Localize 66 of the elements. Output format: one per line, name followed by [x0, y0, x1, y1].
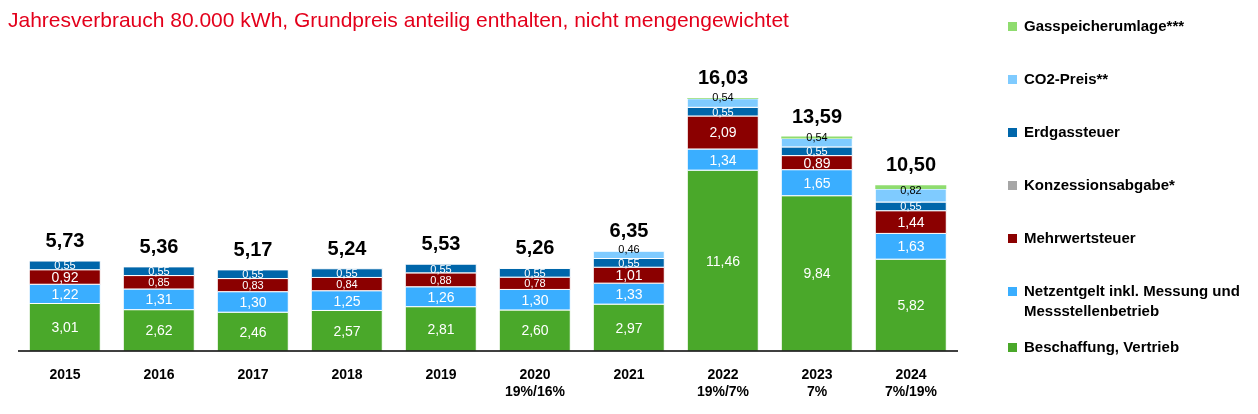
legend-label: Beschaffung, Vertrieb: [1024, 337, 1180, 357]
data-label: 0,54: [712, 91, 734, 104]
data-label: 1,34: [709, 151, 737, 168]
data-label: 0,55: [148, 265, 170, 278]
data-label: 0,55: [242, 268, 264, 281]
data-label: 0,46: [618, 242, 640, 255]
total-label: 5,73: [44, 229, 86, 253]
legend-label: Mehrwertsteuer: [1024, 228, 1136, 248]
data-label: 1,63: [897, 238, 925, 255]
legend-label: CO2-Preis**: [1024, 69, 1109, 89]
data-label: 0,83: [242, 279, 264, 292]
data-label: 2,60: [521, 322, 549, 339]
total-label: 16,03: [696, 66, 750, 89]
data-label: 2,46: [239, 323, 267, 340]
data-label: 1,01: [615, 267, 643, 284]
data-label: 0,55: [900, 200, 922, 213]
data-label: 0,55: [336, 267, 358, 280]
total-label: 10,50: [884, 153, 938, 177]
x-tick-label: 2017: [237, 366, 269, 382]
data-label: 0,55: [524, 266, 546, 279]
legend-label: Erdgassteuer: [1024, 122, 1120, 142]
data-label: 2,97: [615, 319, 643, 336]
data-label: 1,30: [521, 291, 549, 308]
total-label: 6,35: [608, 219, 650, 243]
total-label: 5,17: [232, 237, 274, 261]
data-label: 2,81: [427, 320, 455, 337]
data-label: 2,62: [145, 322, 173, 339]
x-tick-label: 2018: [331, 366, 363, 382]
data-label: 0,78: [524, 277, 546, 290]
total-label: 5,36: [138, 234, 180, 258]
x-tick-label: 2022 19%/7%: [696, 366, 750, 399]
x-tick-label: 2019: [425, 366, 457, 382]
total-label: 5,24: [326, 236, 368, 260]
data-label: 0,84: [336, 278, 358, 291]
data-label: 0,55: [430, 262, 452, 275]
x-tick-label: 2020 19%/16%: [505, 366, 566, 399]
data-label: 9,84: [803, 265, 831, 282]
data-label: 2,09: [709, 124, 737, 141]
data-label: 1,26: [427, 288, 455, 305]
legend-label: Gasspeicherumlage***: [1024, 16, 1185, 36]
data-label: 11,46: [706, 252, 741, 269]
data-label: 0,55: [712, 105, 734, 118]
legend-label: Konzessionsabgabe*: [1024, 175, 1175, 195]
data-label: 1,31: [145, 291, 173, 308]
total-label: 13,59: [790, 104, 844, 128]
data-label: 0,55: [618, 256, 640, 269]
data-label: 1,22: [51, 285, 79, 302]
data-label: 2,57: [333, 322, 361, 339]
legend-label: Netzentgelt inkl. Messung und Messstellenbetrieb: [1024, 281, 1241, 321]
data-label: 1,33: [615, 285, 643, 302]
data-label: 5,82: [897, 297, 925, 314]
data-label: 3,01: [51, 319, 79, 336]
total-label: 5,26: [514, 236, 556, 260]
data-label: 0,85: [148, 276, 170, 289]
data-label: 1,25: [333, 292, 361, 309]
data-label: 1,44: [897, 214, 925, 231]
data-label: 0,54: [806, 130, 828, 143]
total-label: 5,53: [420, 232, 462, 256]
x-tick-label: 2023 7%: [801, 366, 833, 399]
chart-title: Jahresverbrauch 80.000 kWh, Grundpreis anteilig enthalten, nicht mengengewichtet: [8, 8, 789, 32]
x-tick-label: 2016: [143, 366, 175, 382]
x-tick-label: 2021: [613, 366, 645, 382]
data-label: 1,65: [803, 174, 831, 191]
x-tick-label: 2015: [49, 366, 81, 382]
x-tick-label: 2024 7%/19%: [884, 366, 938, 399]
data-label: 1,30: [239, 293, 267, 310]
